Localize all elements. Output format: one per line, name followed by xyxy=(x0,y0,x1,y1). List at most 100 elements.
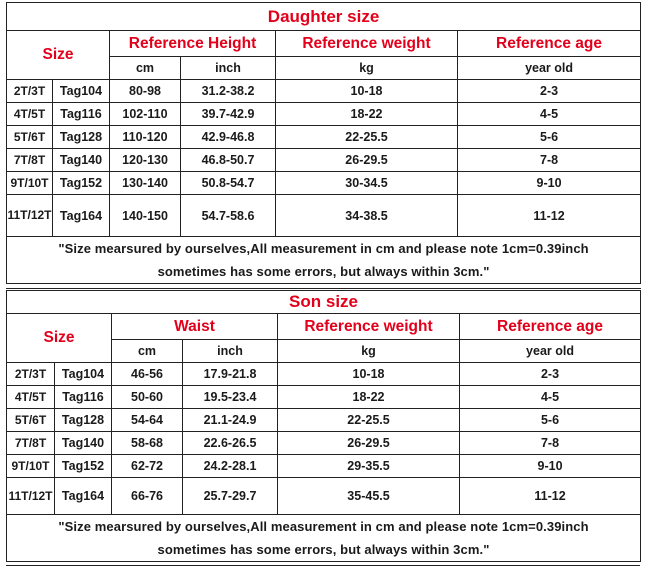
age-cell: 7-8 xyxy=(456,148,642,172)
weight-kg-cell: 22-25.5 xyxy=(277,408,460,432)
table-row: 11T/12T Tag164 140-150 54.7-58.6 34-38.5 11-1… xyxy=(6,194,642,237)
measure-cm-cell: 140-150 xyxy=(109,194,181,237)
tag-cell: Tag128 xyxy=(54,408,112,432)
measure-inch-cell: 25.7-29.7 xyxy=(182,477,278,515)
weight-kg-cell: 26-29.5 xyxy=(275,148,458,172)
size-note: "Size mearsured by ourselves,All measure… xyxy=(5,514,642,562)
tag-cell: Tag164 xyxy=(52,194,110,237)
age-cell: 5-6 xyxy=(456,125,642,149)
tag-cell: Tag116 xyxy=(52,102,110,126)
weight-kg-cell: 35-45.5 xyxy=(277,477,460,515)
tag-cell: Tag104 xyxy=(52,79,110,103)
sub-header-kg: kg xyxy=(277,339,460,363)
measure-cm-cell: 120-130 xyxy=(109,148,181,172)
size-code-cell: 5T/6T xyxy=(6,125,53,149)
table-title: Son size xyxy=(5,289,642,314)
weight-kg-cell: 26-29.5 xyxy=(277,431,460,455)
measure-cm-cell: 46-56 xyxy=(111,362,183,386)
age-cell: 9-10 xyxy=(456,171,642,195)
age-cell: 11-12 xyxy=(456,194,642,237)
table-row: 4T/5T Tag116 102-110 39.7-42.9 18-22 4-5 xyxy=(6,102,642,126)
age-cell: 4-5 xyxy=(458,385,642,409)
table-row: 5T/6T Tag128 54-64 21.1-24.9 22-25.5 5-6 xyxy=(6,408,642,432)
tag-cell: Tag140 xyxy=(52,148,110,172)
table-row: 9T/10T Tag152 130-140 50.8-54.7 30-34.5 9-10 xyxy=(6,171,642,195)
sub-header-kg: kg xyxy=(275,56,458,80)
col-header-height: Reference Height xyxy=(109,30,276,57)
size-chart-sheet: Daughter size Size Reference Height Refe… xyxy=(5,2,642,562)
size-header: Size xyxy=(6,30,110,80)
weight-kg-cell: 34-38.5 xyxy=(275,194,458,237)
weight-kg-cell: 22-25.5 xyxy=(275,125,458,149)
age-cell: 7-8 xyxy=(458,431,642,455)
measure-cm-cell: 80-98 xyxy=(109,79,181,103)
age-cell: 9-10 xyxy=(458,454,642,478)
size-code-cell: 4T/5T xyxy=(6,385,55,409)
weight-kg-cell: 29-35.5 xyxy=(277,454,460,478)
col-header-weight: Reference weight xyxy=(275,30,458,57)
size-code-cell: 11T/12T xyxy=(6,477,55,515)
table-row: 7T/8T Tag140 58-68 22.6-26.5 26-29.5 7-8 xyxy=(6,431,642,455)
weight-kg-cell: 30-34.5 xyxy=(275,171,458,195)
table-row: 7T/8T Tag140 120-130 46.8-50.7 26-29.5 7-8 xyxy=(6,148,642,172)
tag-cell: Tag152 xyxy=(54,454,112,478)
measure-inch-cell: 21.1-24.9 xyxy=(182,408,278,432)
measure-inch-cell: 39.7-42.9 xyxy=(180,102,276,126)
sub-header-inch: inch xyxy=(182,339,278,363)
measure-inch-cell: 42.9-46.8 xyxy=(180,125,276,149)
bottom-border xyxy=(6,565,640,570)
note-line-1: "Size mearsured by ourselves,All measure… xyxy=(58,519,589,534)
note-line-2: sometimes has some errors, but always wi… xyxy=(157,264,490,279)
tag-cell: Tag140 xyxy=(54,431,112,455)
size-code-cell: 5T/6T xyxy=(6,408,55,432)
table-row: 2T/3T Tag104 80-98 31.2-38.2 10-18 2-3 xyxy=(6,79,642,103)
daughter-size-table: Daughter size Size Reference Height Refe… xyxy=(5,2,642,284)
size-code-cell: 9T/10T xyxy=(6,171,53,195)
measure-inch-cell: 17.9-21.8 xyxy=(182,362,278,386)
measure-inch-cell: 54.7-58.6 xyxy=(180,194,276,237)
measure-inch-cell: 24.2-28.1 xyxy=(182,454,278,478)
col-header-age: Reference age xyxy=(458,313,642,340)
measure-cm-cell: 62-72 xyxy=(111,454,183,478)
sub-header-year: year old xyxy=(458,339,642,363)
daughter-rows: 2T/3T Tag104 80-98 31.2-38.2 10-18 2-3 4T/5T Ta… xyxy=(6,79,642,237)
measure-cm-cell: 58-68 xyxy=(111,431,183,455)
sub-header-cm: cm xyxy=(109,56,181,80)
table-row: 5T/6T Tag128 110-120 42.9-46.8 22-25.5 5-6 xyxy=(6,125,642,149)
measure-cm-cell: 110-120 xyxy=(109,125,181,149)
col-header-weight: Reference weight xyxy=(277,313,460,340)
weight-kg-cell: 18-22 xyxy=(275,102,458,126)
measure-cm-cell: 130-140 xyxy=(109,171,181,195)
table-row: 11T/12T Tag164 66-76 25.7-29.7 35-45.5 11-12 xyxy=(6,477,642,515)
age-cell: 4-5 xyxy=(456,102,642,126)
col-header-age: Reference age xyxy=(456,30,642,57)
age-cell: 2-3 xyxy=(458,362,642,386)
size-note: "Size mearsured by ourselves,All measure… xyxy=(5,236,642,284)
col-header-waist: Waist xyxy=(111,313,278,340)
age-cell: 5-6 xyxy=(458,408,642,432)
size-code-cell: 9T/10T xyxy=(6,454,55,478)
weight-kg-cell: 10-18 xyxy=(275,79,458,103)
measure-inch-cell: 19.5-23.4 xyxy=(182,385,278,409)
table-row: 9T/10T Tag152 62-72 24.2-28.1 29-35.5 9-10 xyxy=(6,454,642,478)
size-code-cell: 4T/5T xyxy=(6,102,53,126)
measure-cm-cell: 54-64 xyxy=(111,408,183,432)
measure-cm-cell: 50-60 xyxy=(111,385,183,409)
tag-cell: Tag164 xyxy=(54,477,112,515)
size-header: Size xyxy=(6,313,112,363)
son-size-table: Son size Size Waist Reference weight Ref… xyxy=(5,288,642,562)
measure-inch-cell: 46.8-50.7 xyxy=(180,148,276,172)
note-line-1: "Size mearsured by ourselves,All measure… xyxy=(58,241,589,256)
measure-cm-cell: 102-110 xyxy=(109,102,181,126)
sub-header-year: year old xyxy=(456,56,642,80)
age-cell: 11-12 xyxy=(458,477,642,515)
measure-inch-cell: 22.6-26.5 xyxy=(182,431,278,455)
note-line-2: sometimes has some errors, but always wi… xyxy=(157,542,490,557)
measure-cm-cell: 66-76 xyxy=(111,477,183,515)
tag-cell: Tag152 xyxy=(52,171,110,195)
table-title: Daughter size xyxy=(5,2,642,31)
table-row: 4T/5T Tag116 50-60 19.5-23.4 18-22 4-5 xyxy=(6,385,642,409)
tag-cell: Tag116 xyxy=(54,385,112,409)
measure-inch-cell: 50.8-54.7 xyxy=(180,171,276,195)
size-code-cell: 2T/3T xyxy=(6,79,53,103)
